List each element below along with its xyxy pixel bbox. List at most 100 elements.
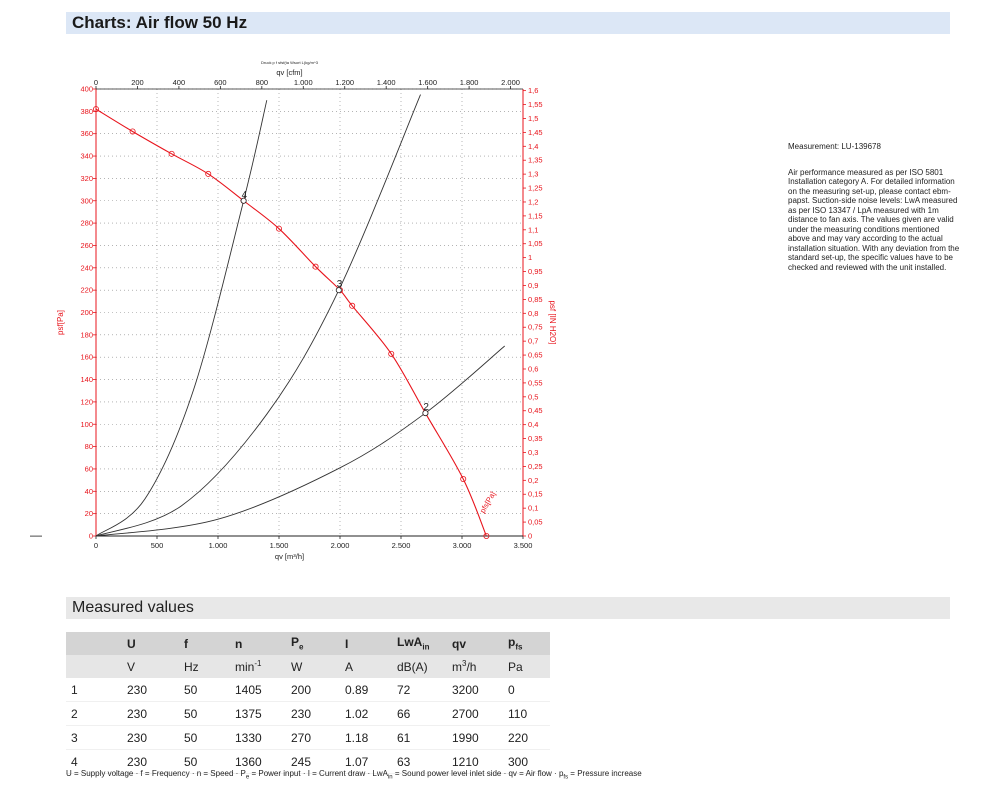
fan-curve-point [483, 532, 490, 539]
table-header-cell: U [122, 632, 179, 655]
table-cell: 1405 [230, 678, 286, 702]
y-right-tick-label: 1,45 [528, 128, 543, 137]
y-tick-label: 80 [85, 442, 93, 451]
x-top-tick-label: 400 [173, 78, 186, 87]
x-tick-label: 3.500 [514, 541, 533, 550]
x-tick-label: 2.500 [392, 541, 411, 550]
y-tick-label: 200 [80, 308, 93, 317]
fan-curve-point [349, 302, 356, 309]
y-right-axis-title: psf [IN H2O] [548, 300, 557, 344]
table-cell: 1375 [230, 701, 286, 726]
table-row: 2 230 50 1375 230 1.02 66 2700 110 [66, 701, 550, 726]
y-tick-label: 160 [80, 353, 93, 362]
table-cell: 66 [392, 701, 447, 726]
table-cell: 1990 [447, 725, 503, 750]
table-footnote: U = Supply voltage · f = Frequency · n =… [66, 769, 642, 781]
table-unit-cell [66, 655, 122, 678]
table-cell: 110 [503, 701, 550, 726]
table-header-cell: qv [447, 632, 503, 655]
table-cell: 230 [122, 749, 179, 774]
table-cell: 63 [392, 749, 447, 774]
table-cell: 220 [503, 725, 550, 750]
y-right-tick-label: 0,1 [528, 504, 538, 513]
air-flow-chart: 0 20 40 60 80 100 120 140 160 180 200 220 240 260 280 3… [40, 52, 560, 567]
fan-curve-point [388, 350, 395, 357]
fan-curve-point [312, 263, 319, 270]
x-top-tick-label: 800 [256, 78, 269, 87]
fan-curve-label: pfs[Pa] [478, 490, 497, 515]
x-tick-label: 3.000 [453, 541, 472, 550]
y-tick-label: 400 [80, 85, 93, 94]
table-header-cell: Pe [286, 632, 340, 655]
table-unit-cell: min-1 [230, 655, 286, 678]
table-unit-cell: W [286, 655, 340, 678]
header-subscript: fs [515, 642, 523, 652]
y-tick-label: 140 [80, 375, 93, 384]
y-tick-label: 240 [80, 263, 93, 272]
table-header-cell: LwAin [392, 632, 447, 655]
y-right-tick-label: 0,8 [528, 309, 538, 318]
table-cell: 50 [179, 725, 230, 750]
chart-grid [96, 88, 524, 536]
footnote-subscript: fs [563, 774, 569, 781]
fan-curve-point [93, 106, 100, 113]
y-tick-label: 60 [85, 464, 93, 473]
y-right-tick-label: 0,35 [528, 434, 543, 443]
table-header-cell: f [179, 632, 230, 655]
table-cell: 3200 [447, 678, 503, 702]
table-cell: 2 [66, 701, 122, 726]
y-right-tick-label: 1,25 [528, 184, 543, 193]
chart-svg: 0204060801001201401601802002202402602803… [56, 60, 557, 561]
x-tick-label: 2.000 [331, 541, 350, 550]
table-row: 4 230 50 1360 245 1.07 63 1210 300 [66, 749, 550, 774]
x-top-tick-label: 600 [214, 78, 227, 87]
fan-curve-point [275, 225, 282, 232]
y-right-tick-label: 1,5 [528, 114, 538, 123]
y-right-tick-label: 0,9 [528, 281, 538, 290]
y-right-tick-label: 0,15 [528, 490, 543, 499]
y-right-tick-label: 0,25 [528, 462, 543, 471]
y-right-tick-label: 1,55 [528, 100, 543, 109]
y-right-tick-label: 0,4 [528, 420, 538, 429]
fan-curve-point [129, 128, 136, 135]
y-right-tick-label: 0,05 [528, 518, 543, 527]
x-tick-label: 1.500 [270, 541, 289, 550]
table-header-cell: I [340, 632, 392, 655]
fan-curve-point [168, 150, 175, 157]
y-right-tick-label: 0,2 [528, 476, 538, 485]
operating-point-label: 2 [423, 402, 429, 413]
y-tick-label: 280 [80, 219, 93, 228]
table-header-cell: n [230, 632, 286, 655]
table-cell: 50 [179, 701, 230, 726]
table-cell: 4 [66, 749, 122, 774]
table-cell: 1 [66, 678, 122, 702]
y-right-tick-label: 0 [528, 532, 532, 541]
table-cell: 1.18 [340, 725, 392, 750]
header-subscript: in [422, 642, 430, 652]
table-unit-cell: Pa [503, 655, 550, 678]
fan-curve-point [205, 170, 212, 177]
table-cell: 230 [122, 701, 179, 726]
x-top-tick-label: 0 [94, 78, 98, 87]
y-right-tick-label: 1,15 [528, 211, 543, 220]
table-cell: 200 [286, 678, 340, 702]
y-right-tick-label: 1,2 [528, 197, 538, 206]
y-right-tick-label: 0,55 [528, 378, 543, 387]
table-cell: 300 [503, 749, 550, 774]
table-unit-cell: dB(A) [392, 655, 447, 678]
table-cell: 230 [122, 725, 179, 750]
table-row: 3 230 50 1330 270 1.18 61 1990 220 [66, 725, 550, 750]
table-cell: 50 [179, 749, 230, 774]
y-tick-label: 20 [85, 509, 93, 518]
table-cell: 230 [122, 678, 179, 702]
x-tick-label: 0 [94, 541, 98, 550]
x-top-tick-label: 1.400 [377, 78, 396, 87]
y-tick-label: 360 [80, 129, 93, 138]
y-right-tick-label: 0,7 [528, 337, 538, 346]
y-right-tick-label: 0,3 [528, 448, 538, 457]
unit-superscript: -1 [254, 659, 262, 668]
y-right-tick-label: 1 [528, 253, 532, 262]
table-cell: 1330 [230, 725, 286, 750]
page-title: Charts: Air flow 50 Hz [72, 13, 248, 32]
